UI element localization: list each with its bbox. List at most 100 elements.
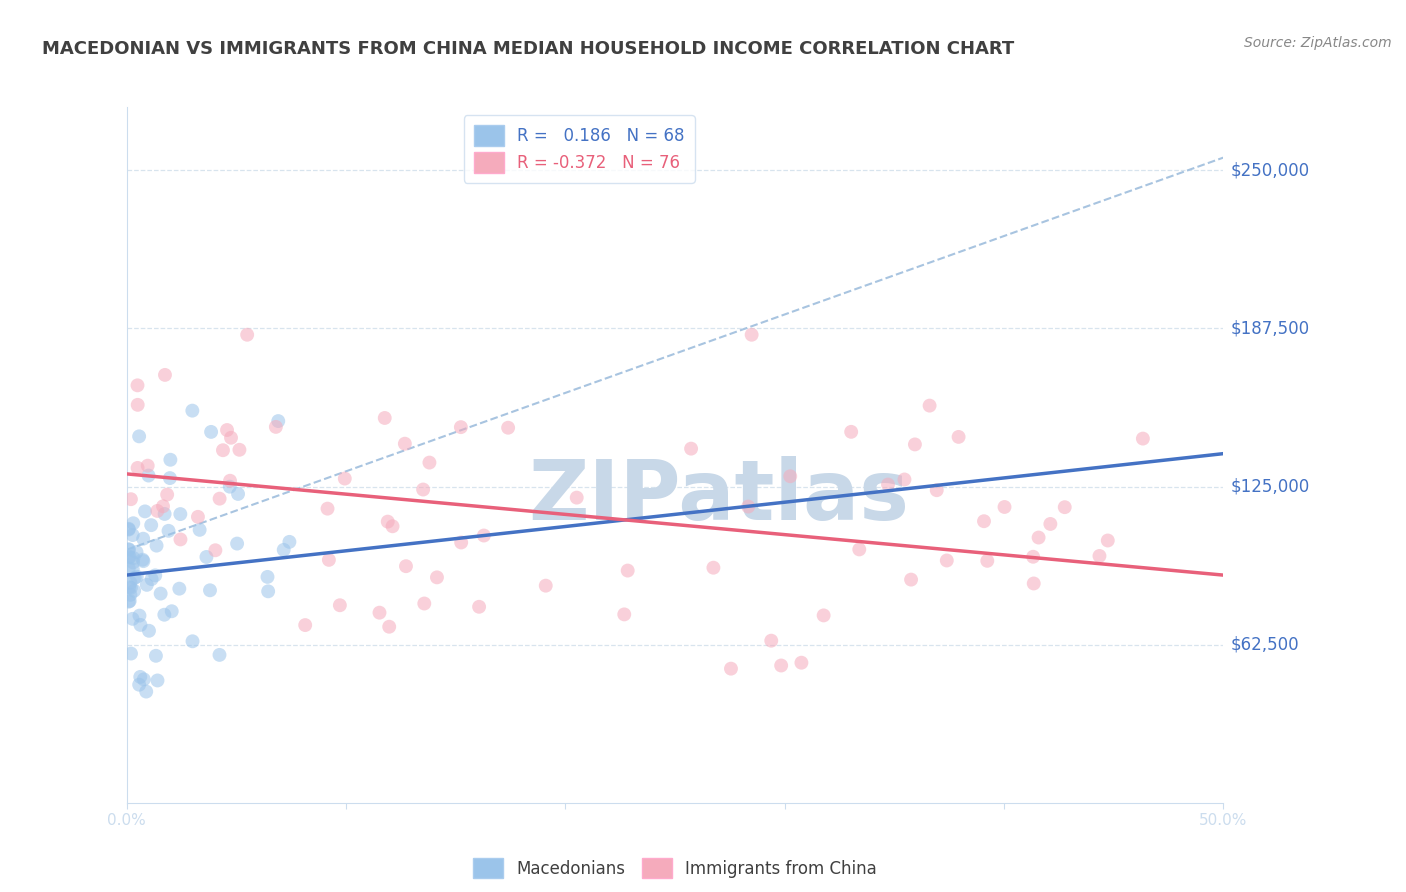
Point: [215, 423, 238, 437]
Point: [219, 431, 242, 445]
Point: [412, 483, 434, 497]
Point: [450, 535, 472, 549]
Point: [159, 452, 181, 467]
Point: [131, 552, 153, 566]
Point: [136, 458, 159, 473]
Point: [204, 543, 226, 558]
Point: [226, 536, 249, 550]
Point: [118, 542, 141, 557]
Point: [900, 573, 922, 587]
Point: [169, 582, 191, 596]
Point: [294, 618, 316, 632]
Point: [1053, 500, 1076, 515]
Text: $250,000: $250,000: [1230, 161, 1309, 179]
Point: [135, 578, 157, 592]
Point: [120, 581, 142, 595]
Point: [138, 468, 160, 483]
Point: [472, 528, 495, 542]
Point: [149, 586, 172, 600]
Point: [118, 523, 141, 537]
Point: [152, 500, 174, 514]
Point: [256, 570, 278, 584]
Point: [169, 533, 191, 547]
Point: [374, 411, 396, 425]
Point: [973, 514, 995, 528]
Point: [121, 562, 143, 576]
Point: [138, 624, 160, 638]
Point: [122, 556, 145, 570]
Point: [128, 429, 150, 443]
Point: [156, 487, 179, 501]
Point: [129, 670, 152, 684]
Point: [208, 491, 231, 506]
Text: MACEDONIAN VS IMMIGRANTS FROM CHINA MEDIAN HOUSEHOLD INCOME CORRELATION CHART: MACEDONIAN VS IMMIGRANTS FROM CHINA MEDI…: [42, 40, 1015, 58]
Text: $187,500: $187,500: [1230, 319, 1309, 337]
Point: [198, 583, 221, 598]
Point: [1022, 576, 1045, 591]
Point: [128, 678, 150, 692]
Point: [135, 684, 157, 698]
Point: [132, 673, 155, 687]
Point: [368, 606, 391, 620]
Point: [120, 588, 142, 602]
Point: [534, 579, 557, 593]
Point: [132, 554, 155, 568]
Point: [770, 658, 793, 673]
Point: [122, 516, 145, 531]
Point: [1088, 549, 1111, 563]
Point: [278, 534, 301, 549]
Point: [1022, 549, 1045, 564]
Point: [146, 504, 169, 518]
Point: [118, 542, 141, 557]
Point: [993, 500, 1015, 514]
Point: [200, 425, 222, 439]
Point: [720, 662, 742, 676]
Point: [121, 528, 143, 542]
Point: [741, 327, 763, 342]
Point: [616, 564, 638, 578]
Point: [761, 633, 783, 648]
Text: Source: ZipAtlas.com: Source: ZipAtlas.com: [1244, 36, 1392, 50]
Text: ZIPatlas: ZIPatlas: [529, 456, 910, 537]
Point: [450, 420, 472, 434]
Point: [702, 560, 724, 574]
Point: [790, 656, 813, 670]
Point: [1097, 533, 1119, 548]
Point: [918, 399, 941, 413]
Point: [118, 549, 141, 564]
Point: [318, 553, 340, 567]
Point: [737, 500, 759, 514]
Point: [153, 607, 176, 622]
Point: [122, 583, 145, 598]
Point: [228, 442, 250, 457]
Point: [976, 554, 998, 568]
Point: [146, 673, 169, 688]
Point: [145, 539, 167, 553]
Point: [157, 524, 180, 538]
Point: [381, 519, 404, 533]
Text: $62,500: $62,500: [1230, 636, 1299, 654]
Point: [226, 487, 249, 501]
Point: [118, 561, 141, 575]
Point: [219, 474, 242, 488]
Point: [925, 483, 948, 498]
Point: [935, 553, 957, 567]
Point: [118, 580, 141, 594]
Point: [120, 575, 142, 590]
Point: [208, 648, 231, 662]
Point: [118, 594, 141, 608]
Point: [160, 604, 183, 618]
Point: [813, 608, 835, 623]
Point: [848, 542, 870, 557]
Point: [159, 471, 181, 485]
Point: [877, 477, 900, 491]
Point: [127, 461, 149, 475]
Point: [141, 572, 163, 586]
Point: [329, 599, 352, 613]
Point: [169, 507, 191, 521]
Point: [118, 522, 141, 536]
Point: [187, 509, 209, 524]
Point: [267, 414, 290, 428]
Point: [181, 634, 204, 648]
Point: [122, 551, 145, 566]
